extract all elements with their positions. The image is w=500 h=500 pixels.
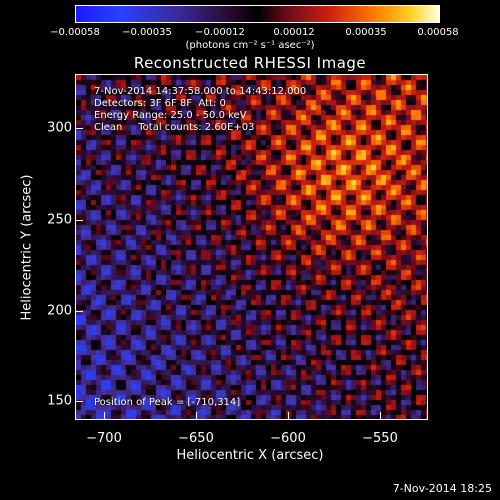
rhessi-image <box>75 74 428 420</box>
colorbar-tick: −0.00058 <box>50 27 100 38</box>
x-tick-label: −600 <box>270 431 306 446</box>
colorbar-tick: −0.00035 <box>122 27 172 38</box>
time-range-text: 7-Nov-2014 14:37:58.000 to 14:43:12.000 <box>94 86 307 97</box>
y-tick-label: 300 <box>47 120 72 136</box>
x-tick-label: −700 <box>86 431 122 446</box>
y-tick-label: 150 <box>47 393 72 409</box>
colorbar-gradient <box>76 6 439 22</box>
colorbar-tick: 0.00012 <box>273 27 315 38</box>
colorbar-units: (photons cm⁻² s⁻¹ asec⁻²) <box>185 40 315 51</box>
x-axis-label: Heliocentric X (arcsec) <box>176 448 324 463</box>
energy-range-text: Energy Range: 25.0 - 50.0 keV <box>94 110 247 121</box>
y-tick-mark <box>76 311 83 312</box>
colorbar-tick: −0.00012 <box>195 27 245 38</box>
colorbar-tick: 0.00035 <box>345 27 387 38</box>
x-tick-mark <box>104 412 105 419</box>
colorbar-tick: 0.00058 <box>417 27 459 38</box>
counts-text: Clean Total counts: 2.60E+03 <box>94 122 255 133</box>
peak-position-text: Position of Peak = [-710,314] <box>94 397 241 408</box>
y-tick-mark <box>76 128 83 129</box>
colorbar <box>75 5 440 23</box>
image-heatmap <box>76 75 427 419</box>
x-tick-mark <box>380 412 381 419</box>
x-tick-mark <box>196 412 197 419</box>
y-tick-mark <box>76 220 83 221</box>
detectors-text: Detectors: 3F 6F 8F Att: 0 <box>94 98 226 109</box>
y-tick-label: 200 <box>47 303 72 319</box>
footer-date: 7-Nov-2014 18:25 <box>392 482 492 495</box>
x-tick-mark <box>288 412 289 419</box>
x-tick-label: −550 <box>362 431 398 446</box>
x-tick-label: −650 <box>178 431 214 446</box>
y-tick-label: 250 <box>47 212 72 228</box>
y-tick-mark <box>76 401 83 402</box>
y-axis-label: Heliocentric Y (arcsec) <box>19 174 35 321</box>
plot-title: Reconstructed RHESSI Image <box>133 54 367 72</box>
